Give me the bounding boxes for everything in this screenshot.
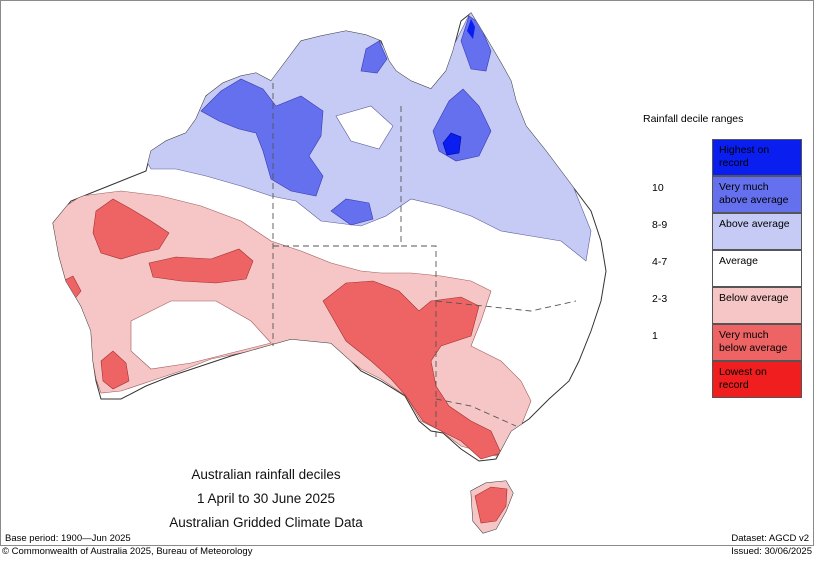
legend-label-line: Very much bbox=[719, 181, 769, 193]
map-frame: Australian rainfall deciles 1 April to 3… bbox=[0, 0, 814, 546]
region-very-much-below-wa bbox=[92, 198, 170, 260]
legend-label-line: below average bbox=[719, 342, 788, 354]
legend-decile-tick: 1 bbox=[652, 330, 658, 342]
region-very-much-above-kimberley bbox=[360, 40, 388, 74]
region-very-much-above-nt bbox=[200, 78, 324, 197]
region-highest-cape-tip bbox=[467, 19, 475, 39]
region-highest-on-record bbox=[442, 132, 462, 156]
legend-label-line: Below average bbox=[719, 292, 789, 304]
legend-swatch-average: Average bbox=[712, 250, 802, 287]
map-title-line-1: Australian rainfall deciles bbox=[191, 467, 341, 482]
legend-label-line: Lowest on bbox=[719, 366, 767, 378]
region-very-much-above-gulf bbox=[330, 198, 374, 226]
legend-label-line: record bbox=[719, 379, 749, 391]
legend-label-line: record bbox=[719, 157, 749, 169]
legend-swatch-lowest-on-record: Lowest on record bbox=[712, 361, 802, 398]
legend-decile-tick: 8-9 bbox=[652, 219, 668, 231]
legend-swatch-above-average: Above average bbox=[712, 213, 802, 250]
region-average-nt-interior bbox=[335, 105, 394, 150]
legend-label-line: Above average bbox=[719, 218, 790, 230]
legend-swatch-very-much-above-average: Very much above average bbox=[712, 176, 802, 213]
legend-decile-tick: 4-7 bbox=[652, 256, 668, 268]
rainfall-decile-map bbox=[52, 12, 607, 534]
legend-label-line: Very much bbox=[719, 329, 769, 341]
legend-swatch-below-average: Below average bbox=[712, 287, 802, 324]
legend-decile-tick: 10 bbox=[652, 182, 664, 194]
region-very-much-below-wa2 bbox=[148, 248, 254, 284]
legend-label-line: Average bbox=[719, 255, 758, 267]
issued-date: Issued: 30/06/2025 bbox=[731, 546, 812, 557]
legend-label-line: above average bbox=[719, 194, 789, 206]
region-very-much-below-sw bbox=[100, 350, 130, 390]
legend-decile-tick: 2-3 bbox=[652, 293, 668, 305]
base-period-label: Base period: 1900—Jun 2025 bbox=[5, 533, 131, 544]
region-very-much-below-sa bbox=[322, 280, 502, 460]
region-average-southwest bbox=[130, 300, 272, 370]
legend-title: Rainfall decile ranges bbox=[643, 113, 744, 125]
copyright-text: © Commonwealth of Australia 2025, Bureau… bbox=[2, 546, 253, 557]
legend-swatch-highest-on-record: Highest on record bbox=[712, 139, 802, 176]
state-borders bbox=[272, 83, 577, 441]
region-very-much-below-tasmania bbox=[474, 486, 508, 524]
legend-swatch-very-much-below-average: Very much below average bbox=[712, 324, 802, 361]
legend-label-line: Highest on bbox=[719, 144, 770, 156]
map-title-line-2: 1 April to 30 June 2025 bbox=[196, 491, 336, 506]
map-title-line-3: Australian Gridded Climate Data bbox=[169, 515, 363, 530]
dataset-label: Dataset: AGCD v2 bbox=[731, 533, 809, 544]
